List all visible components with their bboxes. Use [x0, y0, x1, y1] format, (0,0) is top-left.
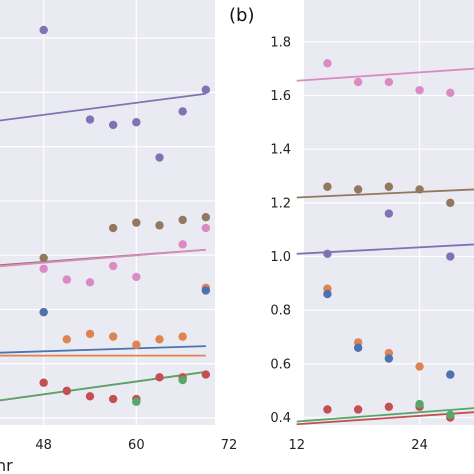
panel-b-y-tick-label: 1.2 [270, 196, 291, 211]
panel-b-point-pink [384, 77, 394, 87]
panel-a-point-pink [62, 275, 72, 284]
panel-b-points [323, 59, 455, 422]
panel-a-point-purple [201, 85, 211, 94]
panel-a-point-brown [155, 221, 164, 230]
panel-b-y-tick-label: 0.6 [270, 357, 291, 372]
panel-b-trend-line-red [296, 411, 474, 426]
panel-a-point-purple [85, 115, 95, 124]
panel-a-point-brown [132, 218, 141, 227]
panel-a-point-purple [108, 120, 118, 130]
panel-b-x-tick-labels: 12 24 [288, 438, 427, 453]
panel-a-point-purple [155, 153, 164, 162]
panel-a-x-tick-label: 72 [221, 438, 238, 453]
panel-b-trend-line-brown [296, 188, 474, 199]
panel-b-x-tick-label: 12 [288, 438, 305, 453]
panel-b-y-tick-label: 0.4 [270, 411, 291, 426]
panel-a-point-brown [201, 213, 211, 222]
panel-a-point-orange [62, 335, 72, 344]
panel-b-point-blue [353, 343, 363, 352]
panel-b-label: (b) [229, 5, 254, 26]
panel-a-point-blue [39, 307, 48, 317]
panel-b-y-tick-label: 1.6 [270, 89, 291, 104]
panel-b-point-blue [384, 354, 394, 363]
panel-b-point-red [384, 402, 394, 411]
panel-a-point-purple [178, 107, 187, 116]
panel-b-point-brown [353, 185, 363, 194]
panel-b: (b) 0.4 0.6 0.8 1.0 1.2 1.4 1.6 1.8 12 24 [229, 0, 474, 453]
panel-b-y-tick-label: 0.8 [270, 304, 291, 319]
panel-a-point-red [201, 370, 211, 379]
panel-a-grid [0, 0, 215, 425]
panel-b-point-pink [353, 77, 363, 87]
panel-a-point-pink [132, 272, 141, 282]
panel-a-point-orange [155, 335, 164, 344]
panel-a-point-orange [85, 329, 95, 339]
panel-a-point-orange [178, 332, 187, 341]
panel-b-point-blue [446, 370, 455, 379]
panel-a-point-pink [39, 264, 48, 273]
panel-a-trend-line-blue [0, 345, 206, 354]
panel-b-point-brown [384, 182, 394, 191]
panel-a-point-pink [85, 278, 95, 287]
panel-b-point-orange [415, 362, 424, 371]
panel-b-point-purple [446, 252, 455, 261]
panel-b-point-pink [446, 88, 455, 98]
panel-b-point-pink [323, 59, 332, 68]
panel-a-point-red [85, 392, 95, 401]
panel-a-points [39, 25, 211, 406]
panel-a-point-green [178, 375, 187, 385]
panel-a-point-brown [178, 215, 187, 225]
panel-b-point-pink [415, 85, 424, 95]
panel-a-plot-area [0, 0, 215, 425]
panel-a-point-red [39, 378, 48, 387]
panel-b-point-purple [323, 249, 332, 259]
panel-a-point-red [155, 373, 164, 382]
panel-a-point-blue [201, 286, 211, 295]
panel-a-point-pink [108, 261, 118, 271]
panel-b-trend-line-pink [296, 67, 474, 82]
panel-a-x-tick-labels: 48 60 72 [35, 438, 237, 453]
panel-a-trend-line-pink [0, 248, 206, 268]
panel-b-point-brown [415, 185, 424, 194]
panel-b-point-purple [384, 209, 394, 218]
panel-a: 48 60 72 hr [0, 0, 237, 474]
panel-a-point-orange [108, 332, 118, 341]
panel-a-point-brown [39, 253, 48, 263]
panel-a-point-red [62, 386, 72, 396]
panel-b-point-blue [323, 289, 332, 299]
panel-b-y-tick-label: 1.8 [270, 35, 291, 50]
panel-b-trend-line-green [296, 407, 474, 423]
panel-a-x-axis-label: hr [0, 456, 13, 474]
panel-a-point-red [108, 394, 118, 404]
panel-a-x-tick-label: 60 [128, 438, 145, 453]
panel-b-grid [304, 0, 474, 425]
panel-b-point-green [415, 399, 424, 409]
panel-a-point-pink [178, 240, 187, 249]
panel-a-point-pink [201, 223, 211, 233]
panel-b-x-tick-label: 24 [411, 438, 428, 453]
panel-b-y-tick-label: 1.4 [270, 143, 291, 158]
panel-b-point-brown [446, 198, 455, 208]
panel-a-point-purple [132, 118, 141, 127]
panel-a-trend-line-purple [0, 92, 206, 122]
panel-b-y-tick-labels: 0.4 0.6 0.8 1.0 1.2 1.4 1.6 1.8 [270, 35, 291, 426]
panel-b-point-red [353, 405, 363, 414]
panel-b-point-brown [323, 182, 332, 191]
panel-a-point-green [132, 397, 141, 406]
panel-b-y-tick-label: 1.0 [270, 250, 291, 265]
panel-b-point-red [323, 405, 332, 414]
panel-a-point-orange [132, 340, 141, 349]
panel-b-point-green [446, 410, 455, 420]
panel-a-x-tick-label: 48 [35, 438, 52, 453]
panel-a-point-brown [108, 223, 118, 233]
panel-a-point-purple [39, 25, 48, 35]
